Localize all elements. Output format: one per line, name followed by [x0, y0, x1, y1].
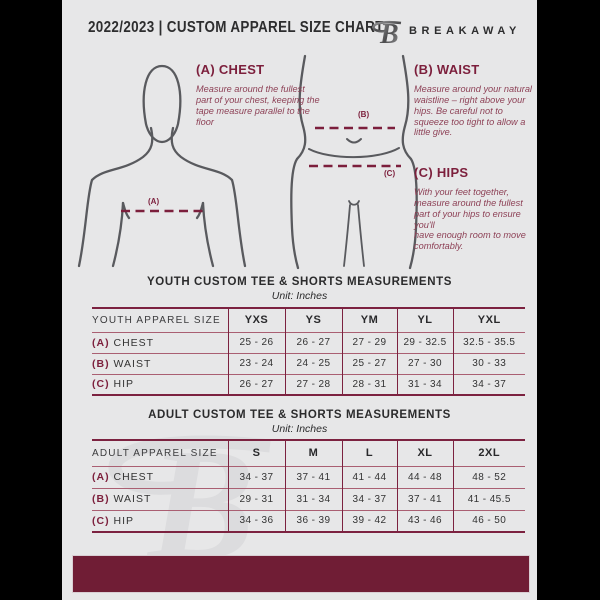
- row-label: (C) HIP: [92, 509, 228, 532]
- row-marker: (B): [92, 357, 110, 370]
- svg-text:B: B: [379, 19, 399, 50]
- cell-value: 25 - 27: [341, 352, 397, 374]
- hips-instructions: With your feet together, measure around …: [414, 187, 526, 252]
- footer-bar: [72, 555, 530, 593]
- size-header-s: S: [227, 440, 285, 466]
- table-header-row: YOUTH APPAREL SIZE YXS YS YM YL YXL: [92, 308, 525, 332]
- upper-body-figure: [77, 64, 247, 268]
- cell-value: 31 - 34: [396, 373, 453, 395]
- cell-value: 41 - 44: [341, 465, 397, 488]
- size-header-yl: YL: [396, 308, 453, 332]
- row-label: (B) WAIST: [92, 352, 228, 374]
- size-header-2xl: 2XL: [452, 440, 525, 466]
- waist-heading: (B) WAIST: [414, 62, 480, 77]
- cell-value: 34 - 36: [227, 509, 285, 532]
- chest-marker-label: (A): [148, 197, 160, 206]
- cell-value: 24 - 25: [284, 352, 342, 374]
- table-row-chest: (A) CHEST 34 - 37 37 - 41 41 - 44 44 - 4…: [92, 465, 525, 488]
- breakaway-b-logo: B: [372, 19, 402, 50]
- row-name: CHEST: [113, 336, 155, 349]
- measurement-figures: [77, 54, 418, 270]
- size-header-m: M: [284, 440, 342, 466]
- adult-unit-label: Unit: Inches: [271, 423, 328, 435]
- size-header-ys: YS: [284, 308, 342, 332]
- table-row-waist: (B) WAIST 29 - 31 31 - 34 34 - 37 37 - 4…: [92, 487, 525, 510]
- cell-value: 26 - 27: [284, 331, 342, 353]
- table-row-hip: (C) HIP 26 - 27 27 - 28 28 - 31 31 - 34 …: [92, 373, 525, 395]
- cell-value: 29 - 32.5: [396, 331, 453, 353]
- cell-value: 48 - 52: [452, 465, 525, 488]
- hips-heading: (C) HIPS: [414, 165, 469, 180]
- cell-value: 32.5 - 35.5: [452, 331, 525, 353]
- table-header-row: ADULT APPAREL SIZE S M L XL 2XL: [92, 440, 525, 466]
- row-name: HIP: [113, 378, 135, 391]
- waist-instructions: Measure around your natural waistline – …: [414, 84, 532, 138]
- table-row-waist: (B) WAIST 23 - 24 24 - 25 25 - 27 27 - 3…: [92, 352, 525, 374]
- cell-value: 27 - 30: [396, 352, 453, 374]
- cell-value: 31 - 34: [284, 487, 342, 510]
- cell-value: 27 - 28: [284, 373, 342, 395]
- cell-value: 27 - 29: [341, 331, 397, 353]
- chest-instructions: Measure around the fullest part of your …: [196, 84, 320, 127]
- size-header-ym: YM: [341, 308, 397, 332]
- row-marker: (C): [92, 378, 110, 391]
- cell-value: 34 - 37: [227, 465, 285, 488]
- youth-section-title: YOUTH CUSTOM TEE & SHORTS MEASUREMENTS: [147, 276, 452, 288]
- row-label: (A) CHEST: [92, 465, 228, 488]
- cell-value: 37 - 41: [396, 487, 453, 510]
- size-column-header: YOUTH APPAREL SIZE: [92, 314, 221, 326]
- size-header-yxl: YXL: [452, 308, 525, 332]
- youth-size-table: YOUTH APPAREL SIZE YXS YS YM YL YXL (A) …: [92, 307, 525, 396]
- size-chart-page: 2022/2023 | CUSTOM APPAREL SIZE CHART B …: [62, 0, 537, 600]
- size-header-xl: XL: [396, 440, 453, 466]
- table-row-chest: (A) CHEST 25 - 26 26 - 27 27 - 29 29 - 3…: [92, 331, 525, 353]
- row-label: (A) CHEST: [92, 331, 228, 353]
- hips-marker-label: (C): [384, 169, 396, 178]
- lower-body-figure: [290, 54, 418, 270]
- size-header-l: L: [341, 440, 397, 466]
- youth-unit-label: Unit: Inches: [271, 290, 328, 302]
- row-marker: (A): [92, 336, 110, 349]
- cell-value: 44 - 48: [396, 465, 453, 488]
- cell-value: 36 - 39: [284, 509, 342, 532]
- cell-value: 34 - 37: [452, 373, 525, 395]
- cell-value: 41 - 45.5: [452, 487, 525, 510]
- cell-value: 37 - 41: [284, 465, 342, 488]
- row-marker: (C): [92, 514, 110, 527]
- row-name: WAIST: [113, 357, 152, 370]
- row-label: (B) WAIST: [92, 487, 228, 510]
- row-label: (C) HIP: [92, 373, 228, 395]
- row-name: HIP: [113, 514, 135, 527]
- adult-section-title: ADULT CUSTOM TEE & SHORTS MEASUREMENTS: [148, 409, 451, 421]
- chest-heading: (A) CHEST: [196, 62, 265, 77]
- brand-name: BREAKAWAY: [409, 25, 521, 37]
- cell-value: 39 - 42: [341, 509, 397, 532]
- waist-marker-label: (B): [358, 110, 370, 119]
- cell-value: 30 - 33: [452, 352, 525, 374]
- cell-value: 28 - 31: [341, 373, 397, 395]
- adult-size-table: ADULT APPAREL SIZE S M L XL 2XL (A) CHES…: [92, 439, 525, 533]
- measure-lines: [121, 126, 401, 213]
- cell-value: 26 - 27: [227, 373, 285, 395]
- row-name: CHEST: [113, 471, 155, 483]
- size-header-yxs: YXS: [227, 308, 285, 332]
- size-column-header: ADULT APPAREL SIZE: [92, 447, 218, 459]
- row-marker: (A): [92, 471, 110, 483]
- page-title: 2022/2023 | CUSTOM APPAREL SIZE CHART: [88, 19, 384, 36]
- cell-value: 43 - 46: [396, 509, 453, 532]
- cell-value: 46 - 50: [452, 509, 525, 532]
- cell-value: 29 - 31: [227, 487, 285, 510]
- cell-value: 25 - 26: [227, 331, 285, 353]
- row-marker: (B): [92, 493, 110, 505]
- row-name: WAIST: [113, 493, 152, 505]
- cell-value: 34 - 37: [341, 487, 397, 510]
- cell-value: 23 - 24: [227, 352, 285, 374]
- table-row-hip: (C) HIP 34 - 36 36 - 39 39 - 42 43 - 46 …: [92, 509, 525, 532]
